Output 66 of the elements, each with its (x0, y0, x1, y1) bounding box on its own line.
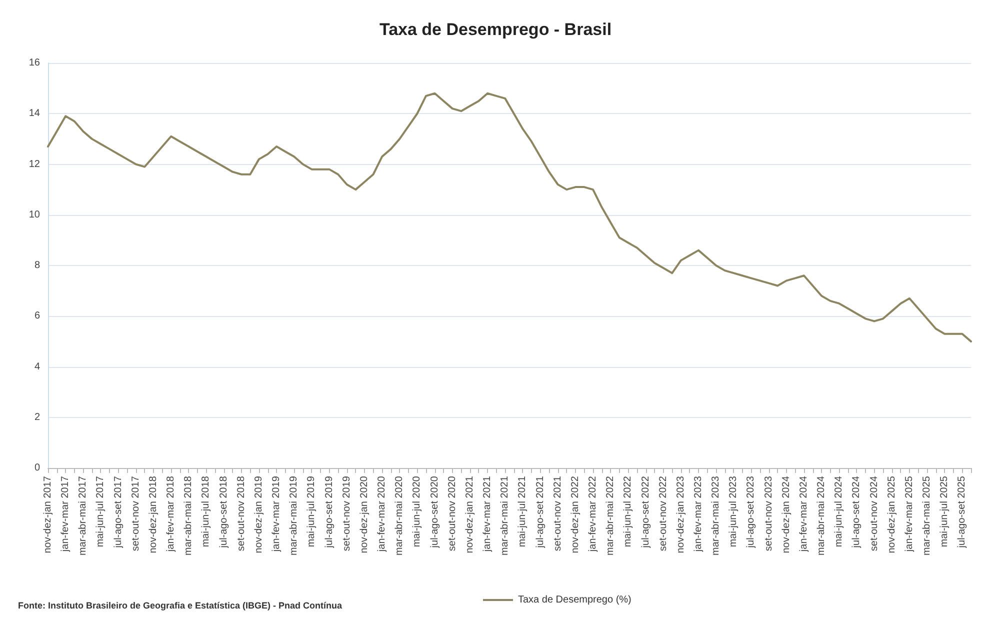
x-tick-label: set-out-nov 2024 (868, 476, 880, 552)
y-tick-label: 14 (28, 108, 40, 120)
x-tick-label: mar-abr-mai 2019 (288, 476, 300, 556)
x-tick-label: jan-fev-mar 2020 (376, 476, 388, 553)
x-tick-label: mai-jun-jul 2024 (834, 476, 845, 548)
x-tick-label: jul-ago-set 2024 (851, 476, 862, 549)
y-tick-label: 4 (34, 361, 40, 372)
x-tick-label: mar-abr-mai 2022 (605, 476, 616, 556)
x-tick-label: jan-fev-mar 2019 (271, 476, 282, 553)
x-tick-label: mai-jun-jul 2019 (306, 476, 318, 548)
x-tick-label: nov-dez-jan 2019 (253, 476, 264, 554)
y-tick-label: 16 (28, 58, 40, 68)
x-tick-label: mar-abr-mai 2024 (816, 476, 828, 556)
x-tick-label: mar-abr-mai 2023 (710, 476, 722, 556)
x-tick-label: jan-fev-mar 2018 (166, 476, 177, 553)
y-tick-label: 0 (34, 462, 40, 474)
x-tick-label: nov-dez-jan 2021 (464, 476, 476, 554)
x-tick-label: mar-abr-mai 2017 (78, 476, 89, 556)
x-tick-label: jan-fev-mar 2021 (482, 476, 494, 553)
x-tick-label: nov-dez-jan 2022 (570, 476, 581, 554)
y-tick-label: 12 (28, 158, 40, 170)
source-note: Fonte: Instituto Brasileiro de Geografia e Estatística (IBGE) - Pnad Contínua (18, 600, 344, 610)
chart-title: Taxa de Desemprego - Brasil (379, 20, 612, 39)
x-tick-label: mar-abr-mai 2021 (500, 476, 511, 556)
x-tick-label: jul-ago-set 2025 (956, 476, 968, 549)
x-tick-label: mai-jun-jul 2018 (200, 476, 212, 548)
x-tick-label: jul-ago-set 2018 (218, 476, 230, 549)
x-tick-label: mar-abr-mai 2025 (922, 476, 933, 556)
x-tick-label: nov-dez-jan 2017 (42, 476, 54, 554)
x-tick-label: jan-fev-mar 2017 (60, 476, 72, 553)
line-series (47, 92, 972, 342)
x-tick-label: nov-dez-jan 2018 (148, 476, 159, 554)
x-tick-label: nov-dez-jan 2024 (780, 476, 792, 554)
x-tick-label: jan-fev-mar 2024 (798, 476, 810, 553)
legend-label: Taxa de Desemprego (%) (518, 594, 632, 606)
y-tick-label: 2 (34, 412, 40, 423)
x-tick-label: mai-jun-jul 2022 (622, 476, 634, 548)
x-tick-label: set-out-nov 2022 (658, 476, 669, 552)
x-tick-label: jul-ago-set 2021 (534, 476, 546, 549)
x-tick-label: mai-jun-jul 2025 (939, 476, 950, 548)
x-tick-label: jan-fev-mar 2023 (692, 476, 704, 553)
x-tick-label: nov-dez-jan 2023 (675, 476, 686, 554)
x-tick-label: jul-ago-set 2022 (640, 476, 652, 549)
x-tick-label: set-out-nov 2020 (446, 476, 458, 552)
x-tick-label: set-out-nov 2019 (341, 476, 352, 552)
x-tick-label: nov-dez-jan 2025 (886, 476, 898, 554)
x-tick-label: mai-jun-jul 2021 (517, 476, 528, 548)
y-tick-label: 10 (28, 209, 40, 220)
x-tick-label: jul-ago-set 2019 (324, 476, 335, 549)
x-tick-label: jul-ago-set 2017 (112, 476, 124, 549)
x-tick-label: set-out-nov 2018 (236, 476, 247, 552)
x-tick-label: mar-abr-mai 2018 (183, 476, 194, 556)
y-tick-label: 8 (34, 260, 40, 271)
x-tick-label: set-out-nov 2017 (130, 476, 142, 552)
x-tick-label: jul-ago-set 2023 (746, 476, 757, 549)
x-tick-label: mai-jun-jul 2020 (412, 476, 423, 548)
y-tick-label: 6 (34, 310, 40, 322)
x-tick-label: set-out-nov 2023 (763, 476, 774, 552)
x-tick-label: mar-abr-mai 2020 (394, 476, 406, 556)
x-tick-label: mai-jun-jul 2023 (728, 476, 740, 548)
x-tick-label: mai-jun-jul 2017 (95, 476, 106, 548)
x-tick-label: jan-fev-mar 2022 (588, 476, 599, 553)
x-tick-label: set-out-nov 2021 (552, 476, 564, 552)
x-tick-label: jul-ago-set 2020 (429, 476, 440, 549)
x-tick-label: nov-dez-jan 2020 (358, 476, 370, 554)
x-tick-label: jan-fev-mar 2025 (904, 476, 915, 553)
